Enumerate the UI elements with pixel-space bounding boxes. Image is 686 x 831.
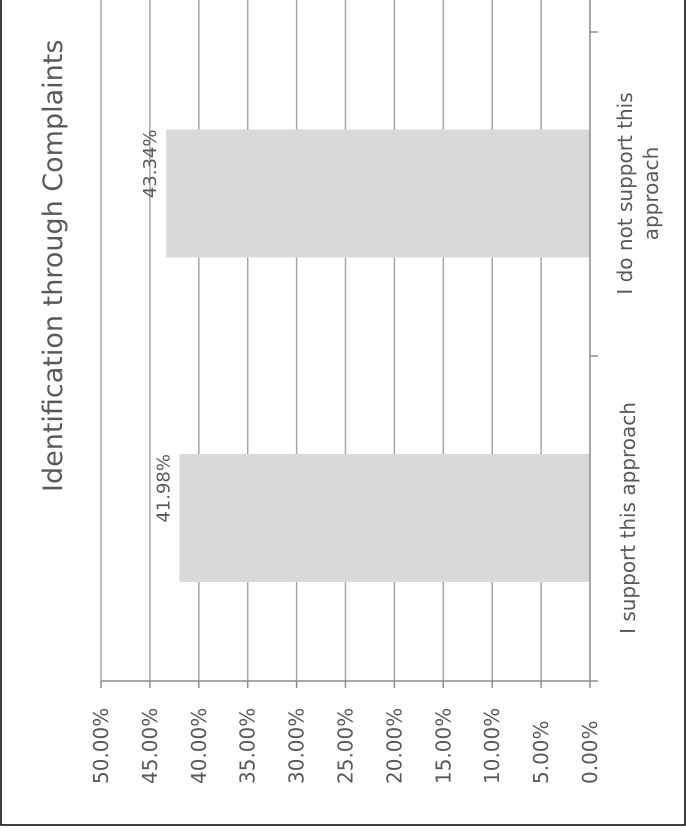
value-tick-label: 20.00% [382,708,406,784]
value-tick-label: 25.00% [334,708,358,784]
value-tick-label: 50.00% [89,708,113,784]
bar [166,129,590,258]
category-label: approach [639,147,663,241]
chart-title: Identification through Complaints [38,40,69,492]
value-tick-label: 40.00% [187,708,211,784]
value-tick-label: 30.00% [285,708,309,784]
value-tick-label: 10.00% [480,708,504,784]
value-tick-label: 5.00% [529,720,553,784]
bar [179,454,590,582]
category-label: I support this approach [616,402,640,634]
category-label: I do not support this [613,92,637,294]
data-label: 43.34% [140,130,161,199]
value-tick-label: 35.00% [236,708,260,784]
value-tick-label: 0.00% [578,720,602,784]
value-tick-label: 45.00% [138,708,162,784]
data-label: 41.98% [153,454,174,523]
value-tick-label: 15.00% [431,708,455,784]
